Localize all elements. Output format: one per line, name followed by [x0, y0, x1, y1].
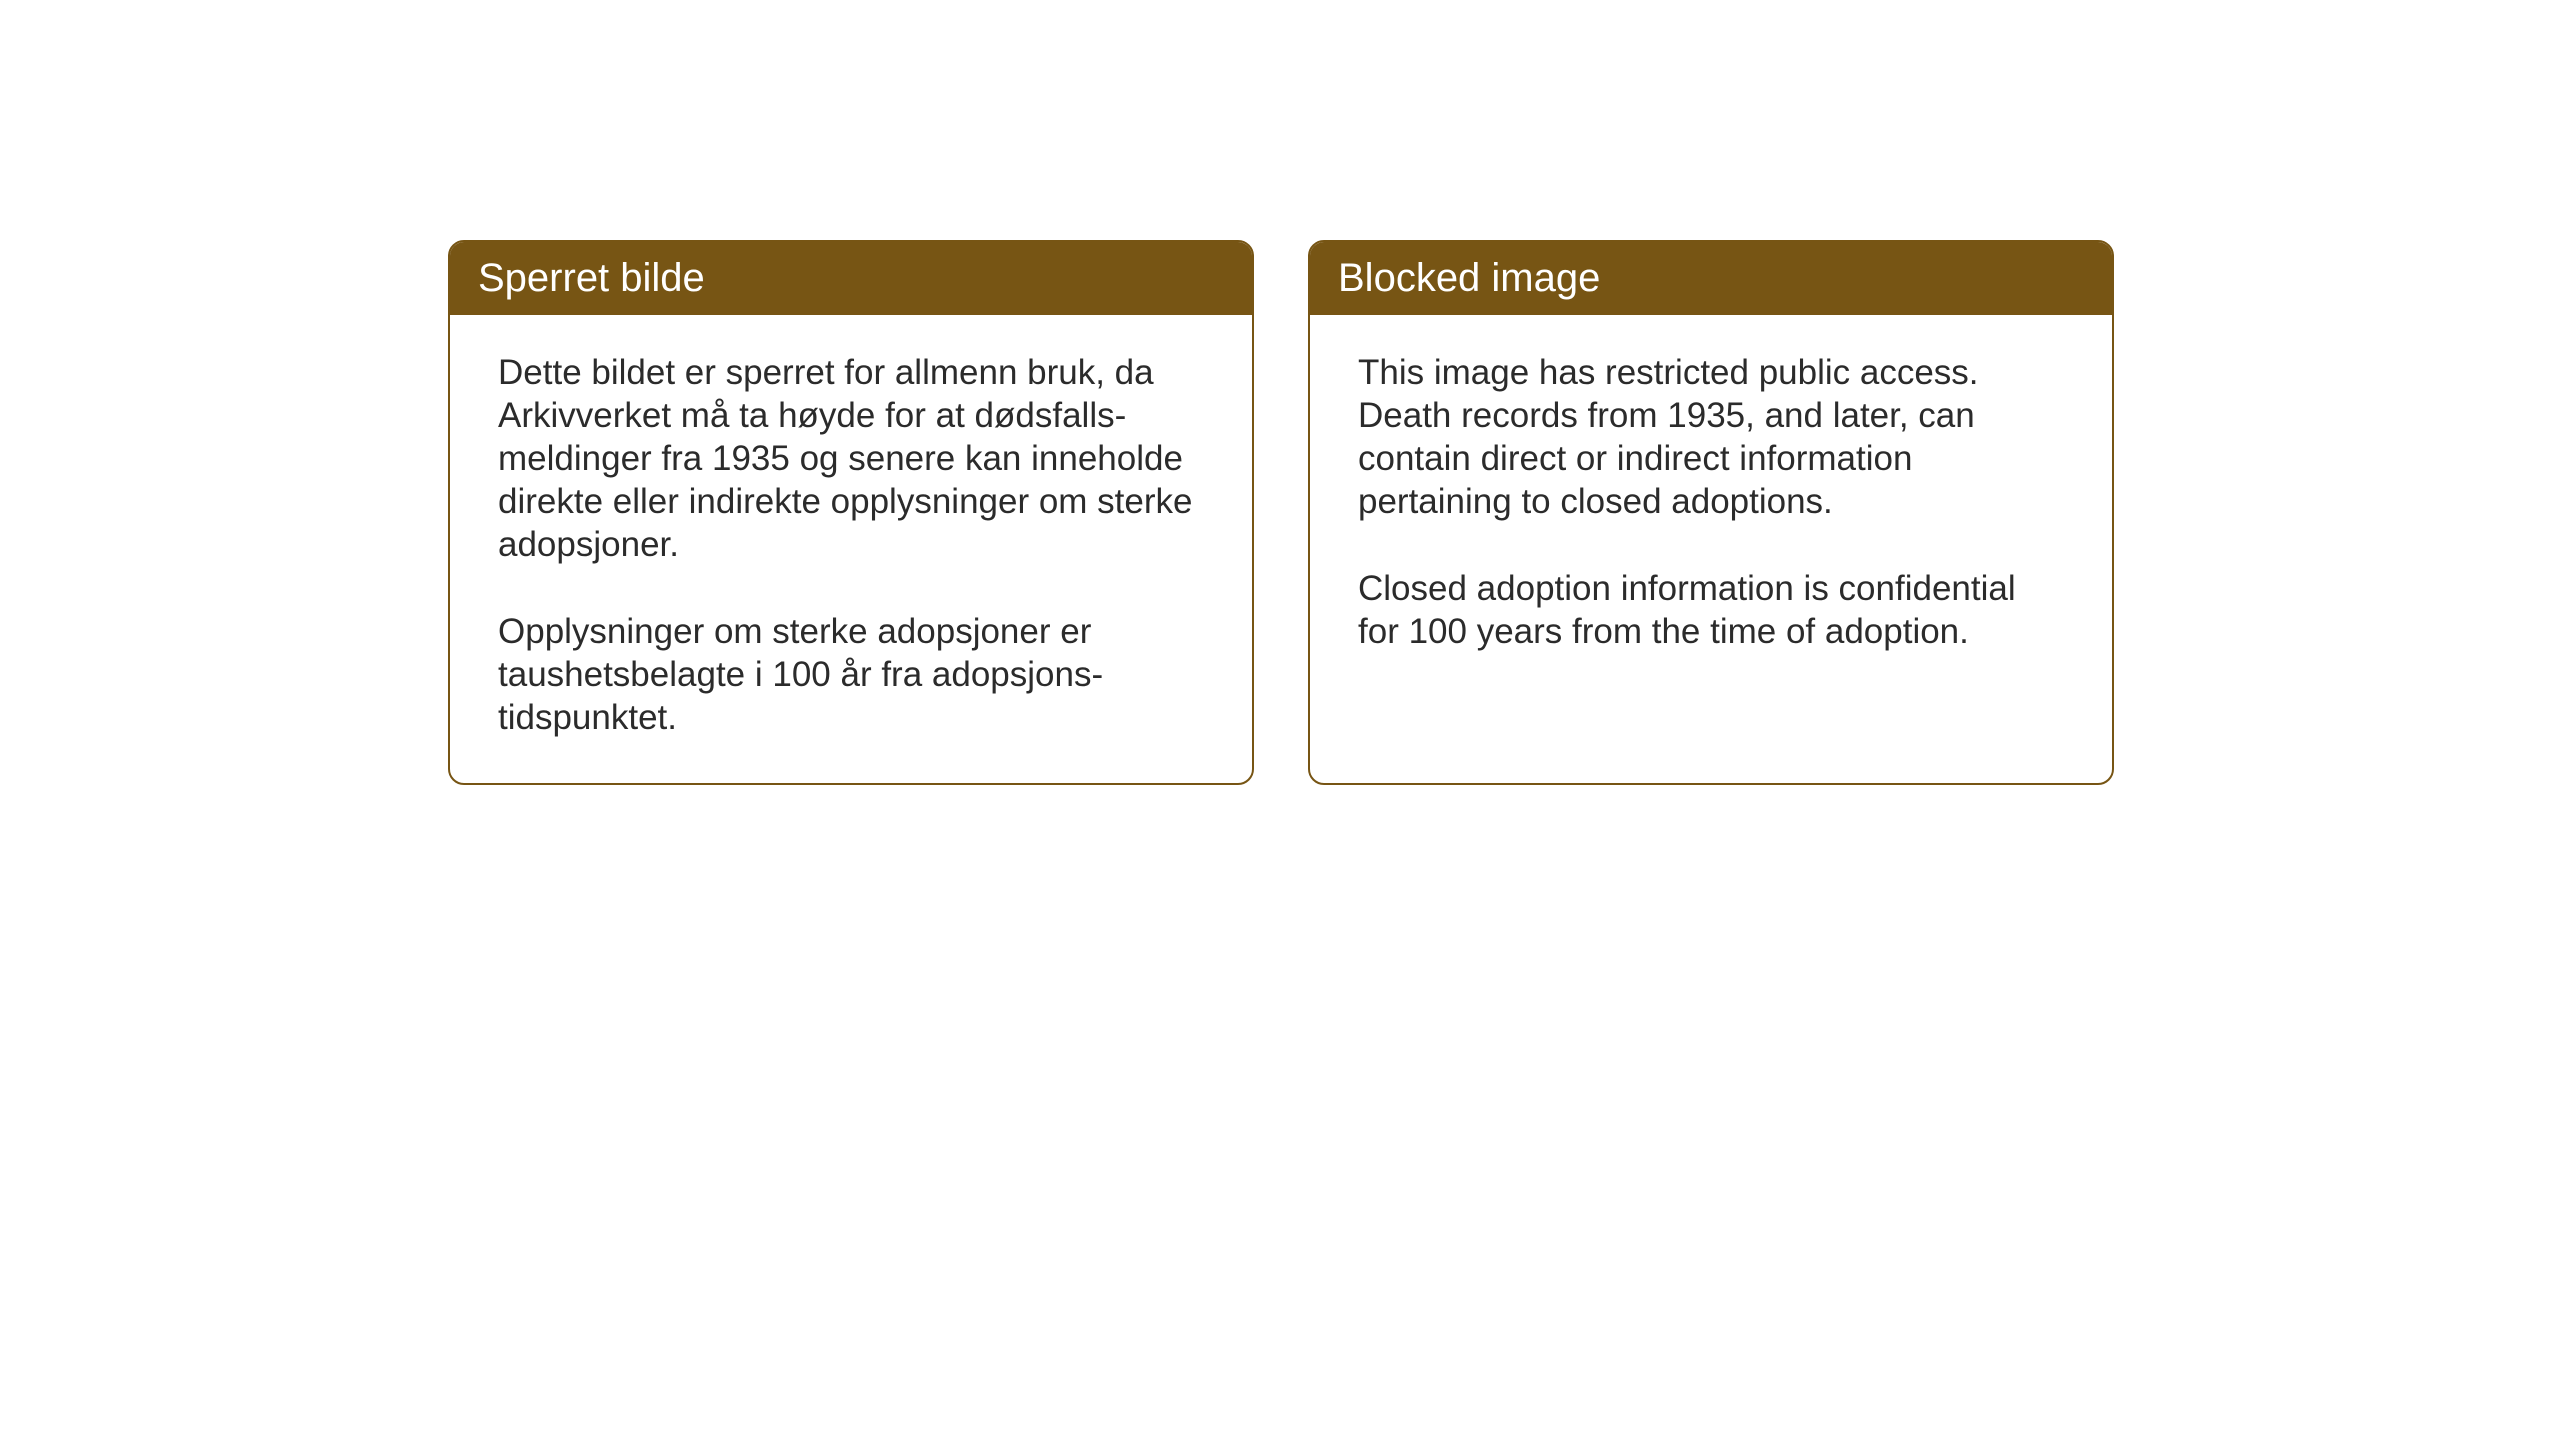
card-title-norwegian: Sperret bilde [478, 256, 705, 300]
card-body-english: This image has restricted public access.… [1310, 315, 2112, 755]
notice-card-norwegian: Sperret bilde Dette bildet er sperret fo… [448, 240, 1254, 785]
paragraph-1-norwegian: Dette bildet er sperret for allmenn bruk… [498, 351, 1204, 566]
notice-card-english: Blocked image This image has restricted … [1308, 240, 2114, 785]
paragraph-2-english: Closed adoption information is confident… [1358, 567, 2064, 653]
notice-cards-container: Sperret bilde Dette bildet er sperret fo… [448, 240, 2114, 785]
paragraph-1-english: This image has restricted public access.… [1358, 351, 2064, 523]
card-body-norwegian: Dette bildet er sperret for allmenn bruk… [450, 315, 1252, 783]
card-header-english: Blocked image [1310, 242, 2112, 315]
paragraph-2-norwegian: Opplysninger om sterke adopsjoner er tau… [498, 610, 1204, 739]
card-title-english: Blocked image [1338, 256, 1600, 300]
card-header-norwegian: Sperret bilde [450, 242, 1252, 315]
